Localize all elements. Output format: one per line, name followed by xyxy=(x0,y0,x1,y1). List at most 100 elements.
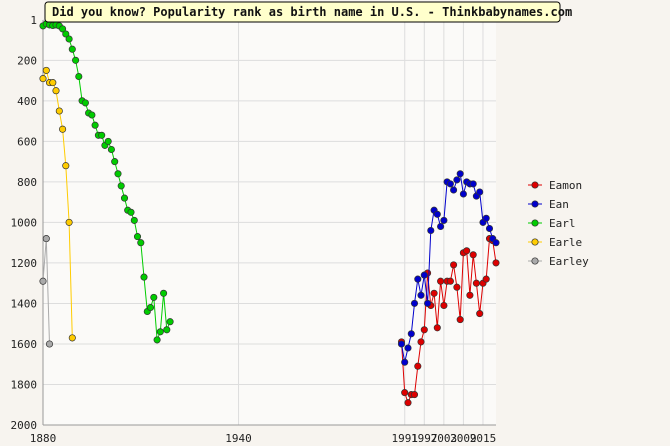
series-earley xyxy=(39,235,54,348)
legend-label-earle: Earle xyxy=(549,236,582,249)
data-point-earl xyxy=(59,25,67,33)
data-point-earle xyxy=(39,75,47,83)
data-point-ean xyxy=(420,271,428,279)
data-point-earl xyxy=(81,99,89,107)
data-point-eamon xyxy=(456,316,464,324)
series-line-earle xyxy=(42,68,73,338)
data-point-eamon xyxy=(446,277,454,285)
data-point-earle xyxy=(49,79,57,87)
data-point-earl xyxy=(130,216,138,224)
data-point-eamon xyxy=(437,277,445,285)
data-point-eamon xyxy=(433,324,441,332)
y-tick-label: 1400 xyxy=(11,297,38,310)
data-point-earl xyxy=(153,336,161,344)
data-point-earle xyxy=(59,125,67,133)
data-point-ean xyxy=(424,299,432,307)
data-point-earl xyxy=(62,30,70,38)
x-tick-label: 1880 xyxy=(30,432,57,445)
data-point-earl xyxy=(137,239,145,247)
data-point-earl xyxy=(150,293,158,301)
title-box: Did you know? Popularity rank as birth n… xyxy=(44,1,572,23)
data-point-ean xyxy=(397,340,406,348)
data-point-ean xyxy=(453,176,461,184)
legend-label-eamon: Eamon xyxy=(549,179,582,192)
data-point-ean xyxy=(482,214,490,222)
data-point-eamon xyxy=(430,289,438,297)
y-tick-label: 1000 xyxy=(11,216,38,229)
legend-label-ean: Ean xyxy=(549,198,569,211)
legend-item-earley: Earley xyxy=(528,255,589,268)
data-point-eamon xyxy=(492,259,500,267)
data-point-ean xyxy=(450,186,458,194)
data-point-ean xyxy=(440,216,448,224)
x-tick-label: 1991 xyxy=(391,432,418,445)
data-point-earle xyxy=(65,218,73,226)
data-point-ean xyxy=(407,330,415,338)
data-point-eamon xyxy=(420,326,428,334)
y-tick-label: 1600 xyxy=(11,338,38,351)
data-point-ean xyxy=(469,180,477,188)
axis-layer: 1200400600800100012001400160018002000188… xyxy=(11,14,497,445)
y-tick-label: 1800 xyxy=(11,378,38,391)
legend-layer: Eamon Ean Earl Earle Earley xyxy=(528,179,589,268)
data-point-earle xyxy=(52,87,60,95)
data-point-earle xyxy=(68,334,76,342)
series-earl xyxy=(39,20,174,344)
data-point-earl xyxy=(75,72,83,81)
legend-marker-eamon xyxy=(531,181,539,189)
data-point-earley xyxy=(42,235,50,243)
y-tick-label: 2000 xyxy=(11,419,38,432)
data-point-earl xyxy=(91,121,99,129)
legend-marker-earle xyxy=(531,238,539,246)
data-point-earl xyxy=(156,328,164,336)
data-point-earley xyxy=(45,340,54,348)
data-point-eamon xyxy=(440,301,448,310)
data-point-eamon xyxy=(472,279,480,287)
data-point-ean xyxy=(414,275,422,283)
x-tick-label: 1997 xyxy=(411,432,438,445)
chart-title: Did you know? Popularity rank as birth n… xyxy=(52,5,572,19)
data-point-eamon xyxy=(404,399,412,407)
data-point-ean xyxy=(417,291,425,299)
data-point-eamon xyxy=(463,247,471,255)
data-point-earl xyxy=(127,208,135,216)
data-point-eamon xyxy=(414,362,422,370)
data-point-eamon xyxy=(476,310,484,318)
data-point-eamon xyxy=(410,391,419,399)
data-point-ean xyxy=(476,188,484,196)
legend-marker-earl xyxy=(531,219,539,227)
y-tick-label: 200 xyxy=(17,54,37,67)
data-point-ean xyxy=(492,239,500,247)
data-point-ean xyxy=(401,358,409,366)
y-tick-label: 600 xyxy=(17,135,37,148)
data-point-earl xyxy=(140,273,148,281)
x-tick-label: 1940 xyxy=(225,432,252,445)
series-eamon xyxy=(397,235,500,407)
data-point-earl xyxy=(114,170,122,178)
legend-label-earl: Earl xyxy=(549,217,576,230)
legend-marker-ean xyxy=(531,200,539,208)
data-point-earl xyxy=(88,111,96,119)
data-point-earl xyxy=(133,233,142,241)
data-point-ean xyxy=(404,344,412,352)
legend-item-ean: Ean xyxy=(528,198,569,211)
data-point-earl xyxy=(68,45,76,53)
series-earle xyxy=(39,66,76,342)
y-tick-label: 1200 xyxy=(11,257,38,270)
data-point-earl xyxy=(65,35,73,43)
data-point-earle xyxy=(62,162,70,170)
data-point-ean xyxy=(427,226,435,235)
data-point-ean xyxy=(446,180,454,188)
data-point-earl xyxy=(111,158,119,166)
title-background xyxy=(44,1,561,23)
x-tick-label: 2015 xyxy=(470,432,497,445)
y-tick-label: 400 xyxy=(17,95,37,108)
data-point-earle xyxy=(55,107,63,115)
data-point-earl xyxy=(146,303,155,312)
legend-item-earl: Earl xyxy=(528,217,576,230)
legend-item-earle: Earle xyxy=(528,236,582,249)
data-point-earl xyxy=(117,182,125,190)
data-point-earl xyxy=(163,326,171,334)
